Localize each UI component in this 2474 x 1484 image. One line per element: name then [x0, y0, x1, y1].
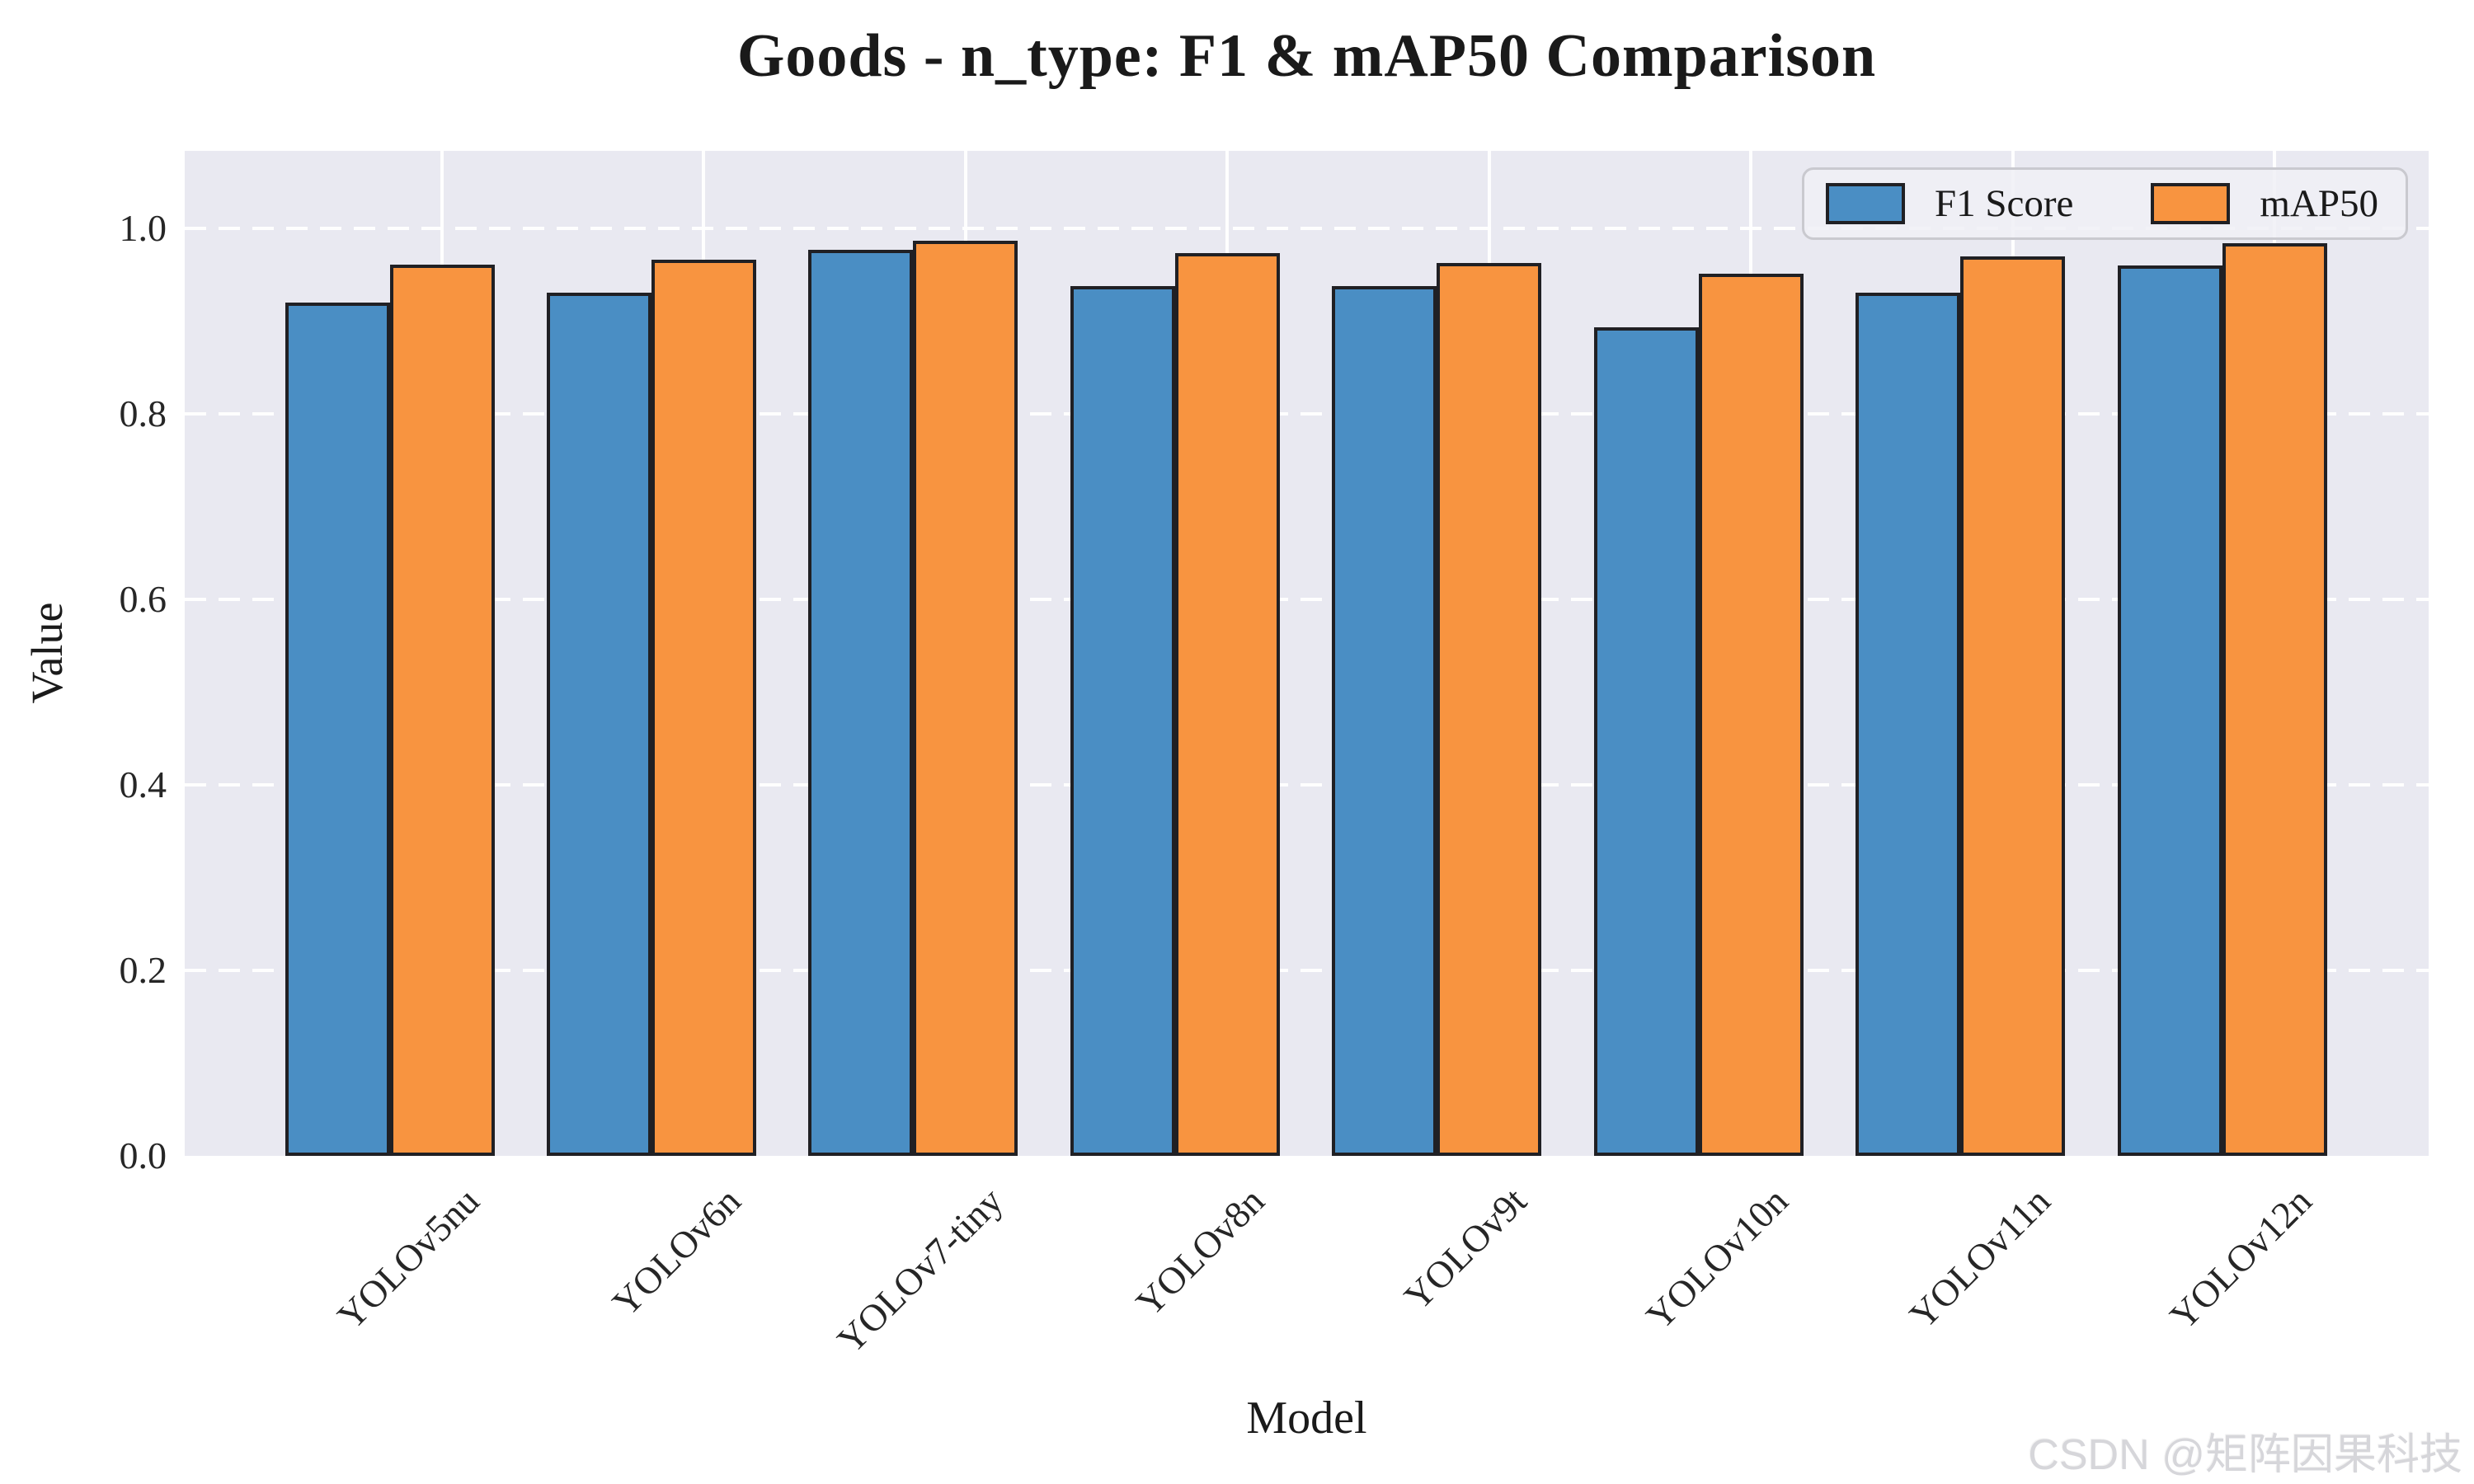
x-tick-label-yolov10n: YOLOv10n [1638, 1179, 1796, 1338]
bar-f1-score-yolov10n [1593, 327, 1699, 1156]
x-tick-label-yolov8n: YOLOv8n [1127, 1179, 1273, 1324]
y-axis-label: Value [22, 602, 72, 704]
x-tick-label-yolov9t: YOLOv9t [1395, 1179, 1535, 1318]
y-tick-label-0.6: 0.6 [119, 578, 167, 620]
x-tick-label-yolov12n: YOLOv12n [2161, 1179, 2320, 1338]
legend-label-map50: mAP50 [2260, 182, 2379, 225]
x-tick-label-yolov11n: YOLOv11n [1901, 1179, 2058, 1336]
plot-area [185, 151, 2429, 1156]
x-tick-label-yolov7-tiny: YOLOv7-tiny [829, 1179, 1011, 1362]
x-axis-label: Model [1246, 1392, 1367, 1444]
gridline-y-0.6 [185, 598, 2429, 601]
y-tick-label-0.2: 0.2 [119, 949, 167, 991]
legend-swatch-map50 [2151, 183, 2231, 224]
legend-item-map50: mAP50 [2151, 181, 2378, 226]
gridline-y-0.2 [185, 969, 2429, 972]
bar-map50-yolov7-tiny [913, 240, 1018, 1156]
bar-f1-score-yolov9t [1332, 285, 1437, 1156]
bar-map50-yolov10n [1698, 274, 1804, 1156]
bar-map50-yolov6n [651, 260, 756, 1156]
bar-map50-yolov11n [1960, 256, 2066, 1156]
gridline-y-0.8 [185, 412, 2429, 416]
bar-map50-yolov12n [2222, 243, 2327, 1156]
x-tick-label-yolov6n: YOLOv6n [604, 1179, 750, 1324]
y-tick-label-0.4: 0.4 [119, 763, 167, 805]
bar-f1-score-yolov12n [2117, 265, 2222, 1156]
chart-title: Goods - n_type: F1 & mAP50 Comparison [736, 22, 1877, 90]
y-tick-label-0.0: 0.0 [119, 1134, 167, 1176]
x-tick-label-yolov5nu: YOLOv5nu [329, 1179, 487, 1338]
watermark: CSDN @矩阵因果科技 [2028, 1431, 2462, 1479]
bar-f1-score-yolov6n [546, 292, 651, 1156]
legend-swatch-f1-score [1826, 183, 1905, 224]
bar-f1-score-yolov11n [1856, 292, 1961, 1156]
bar-map50-yolov8n [1174, 253, 1280, 1156]
y-tick-label-0.8: 0.8 [119, 392, 167, 434]
bar-f1-score-yolov5nu [285, 303, 390, 1156]
bar-f1-score-yolov7-tiny [808, 249, 914, 1156]
y-tick-label-1.0: 1.0 [119, 207, 167, 249]
legend: F1 Score mAP50 [1802, 167, 2408, 240]
gridline-y-0.4 [185, 783, 2429, 787]
bar-map50-yolov5nu [389, 264, 495, 1156]
bar-f1-score-yolov8n [1070, 285, 1175, 1156]
legend-label-f1-score: F1 Score [1935, 182, 2074, 225]
bar-map50-yolov9t [1437, 262, 1542, 1156]
gridline-y-1.0 [185, 227, 2429, 230]
